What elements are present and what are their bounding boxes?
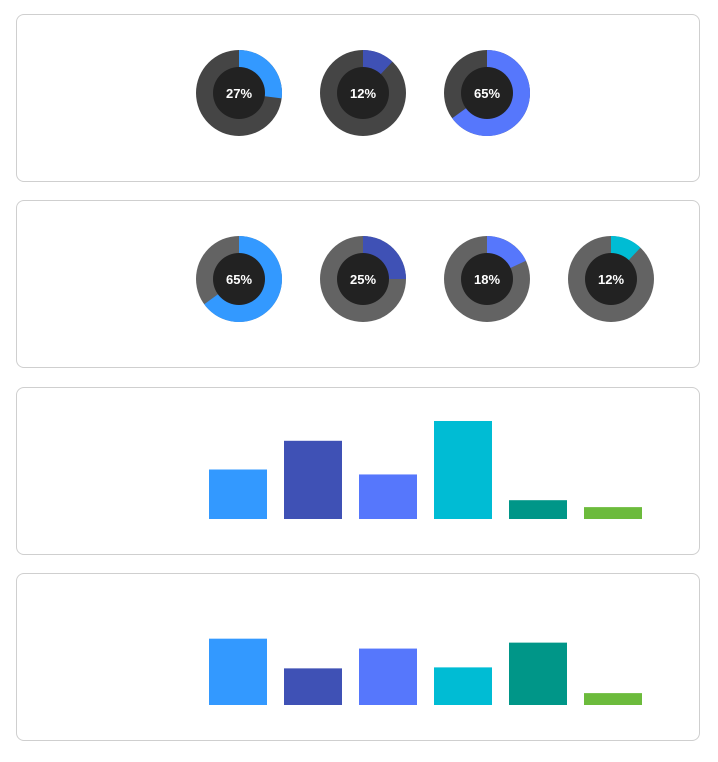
donut-value-label: 18% <box>474 272 500 287</box>
donut-value-label: 12% <box>350 86 376 101</box>
bar-panel-2 <box>16 573 700 741</box>
bar <box>359 648 417 705</box>
bar <box>509 642 567 705</box>
bar <box>209 638 267 705</box>
bar-panel-1 <box>16 387 700 555</box>
bar <box>584 693 642 705</box>
donut-value-label: 27% <box>226 86 252 101</box>
donut-value-label: 12% <box>598 272 624 287</box>
donut-hole <box>213 253 265 305</box>
donut-value-label: 65% <box>226 272 252 287</box>
bar <box>284 668 342 705</box>
donut-chart-2: 65% 25% 18% 12% <box>196 236 654 322</box>
bar <box>584 507 642 519</box>
donut-hole <box>337 67 389 119</box>
donut-hole <box>461 253 513 305</box>
bar <box>209 469 267 519</box>
donut-hole <box>461 67 513 119</box>
donut-chart-1: 27% 12% 65% <box>196 50 530 136</box>
bar <box>434 667 492 705</box>
donut-value-label: 25% <box>350 272 376 287</box>
bar <box>434 420 492 519</box>
donut-hole <box>213 67 265 119</box>
donut-hole <box>337 253 389 305</box>
bar <box>359 474 417 519</box>
donut-panel-2: 65% 25% 18% 12% <box>16 200 700 368</box>
bar-chart-2 <box>209 638 642 705</box>
bar <box>284 440 342 519</box>
bar-chart-1 <box>209 420 642 519</box>
donut-value-label: 65% <box>474 86 500 101</box>
donut-panel-1: 27% 12% 65% <box>16 14 700 182</box>
donut-hole <box>585 253 637 305</box>
bar <box>509 500 567 519</box>
